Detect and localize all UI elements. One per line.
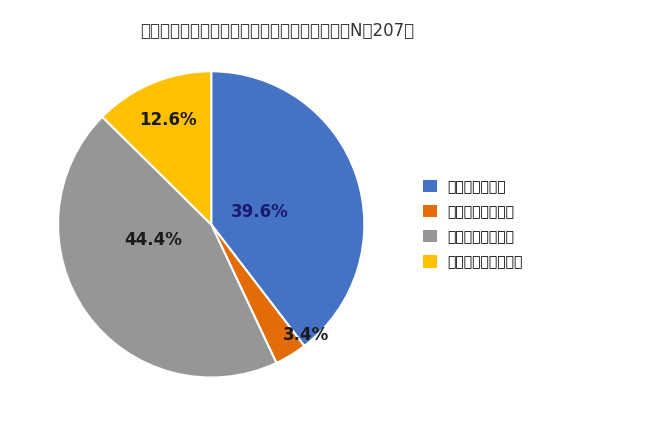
Wedge shape [102, 71, 211, 224]
Wedge shape [211, 71, 364, 346]
Text: 3.4%: 3.4% [283, 326, 329, 344]
Text: 12.6%: 12.6% [139, 111, 197, 129]
Text: 39.6%: 39.6% [231, 203, 289, 221]
Text: 「住まいの省エネ対策」をしていますか？　（N＝207）: 「住まいの省エネ対策」をしていますか？ （N＝207） [140, 22, 414, 40]
Legend: はい（戸建て）, はい（集合住宅）, いいえ（戸建て）, いいえ（集合住宅）: はい（戸建て）, はい（集合住宅）, いいえ（戸建て）, いいえ（集合住宅） [417, 174, 529, 275]
Wedge shape [211, 224, 304, 363]
Wedge shape [58, 117, 277, 378]
Text: 44.4%: 44.4% [124, 231, 182, 249]
